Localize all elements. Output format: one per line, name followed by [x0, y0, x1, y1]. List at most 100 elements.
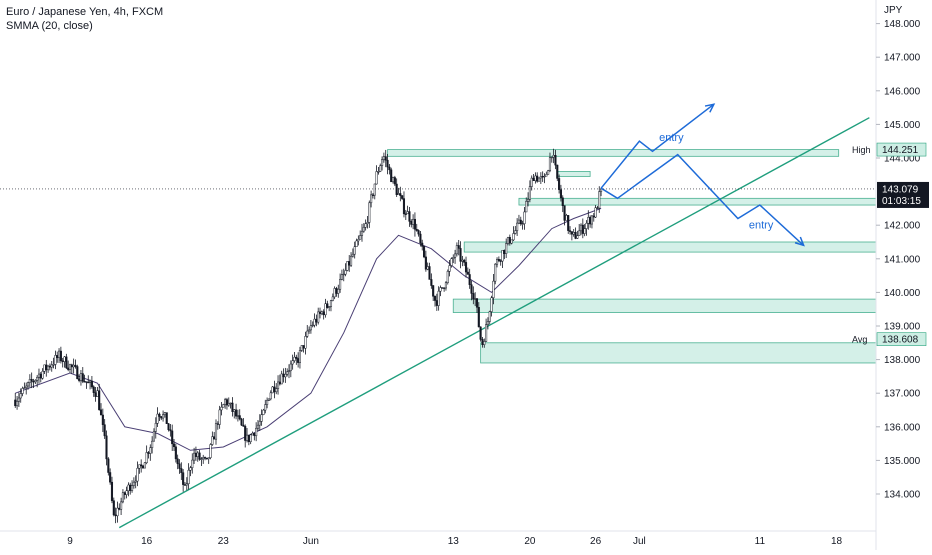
candle-103: [202, 454, 205, 464]
candle-188: [357, 235, 360, 246]
candle-body: [169, 429, 172, 432]
candle-298: [558, 174, 561, 194]
candle-13: [37, 368, 41, 384]
candle-131: [253, 432, 256, 441]
candle-body: [570, 231, 573, 235]
candle-body: [486, 321, 489, 325]
candle-body: [463, 259, 466, 263]
candle-body: [435, 300, 438, 306]
candle-2: [17, 392, 20, 407]
candle-body: [443, 287, 446, 289]
level-name-1: Avg: [852, 335, 867, 345]
candle-121: [235, 403, 238, 420]
candle-body: [110, 481, 114, 501]
candle-body: [357, 238, 360, 242]
candle-body: [298, 350, 301, 363]
candle-body: [242, 424, 245, 427]
candle-body: [446, 271, 449, 283]
candle-body: [475, 298, 479, 308]
candle-307: [574, 227, 577, 240]
candle-body: [178, 463, 181, 469]
candle-body: [187, 469, 190, 484]
candle-309: [578, 223, 581, 236]
candle-173: [329, 299, 333, 312]
candle-body: [101, 414, 104, 425]
candle-304: [569, 226, 572, 235]
candle-body: [269, 392, 272, 400]
candle-283: [530, 175, 533, 191]
candle-body: [160, 416, 163, 419]
candle-body: [346, 261, 349, 271]
candle-body: [76, 366, 79, 380]
candle-body: [280, 373, 283, 385]
candle-body: [59, 350, 62, 362]
candle-body: [125, 490, 128, 495]
candle-body: [222, 404, 225, 408]
zones: [387, 149, 877, 364]
candle-body: [598, 191, 601, 209]
candle-body: [355, 240, 358, 247]
candle-body: [342, 273, 345, 276]
candle-body: [426, 266, 429, 270]
candle-body: [470, 284, 473, 294]
candle-body: [382, 156, 385, 160]
candle-body: [85, 381, 88, 383]
candle-109: [213, 432, 216, 440]
candle-24: [58, 348, 61, 363]
candle-body: [386, 159, 389, 168]
candle-body: [149, 447, 152, 454]
candle-58: [120, 497, 123, 515]
candle-144: [277, 375, 280, 395]
candle-body: [479, 326, 482, 340]
candle-219: [413, 212, 416, 237]
candle-body: [143, 462, 146, 469]
candle-body: [318, 311, 322, 314]
time-tick-label: 11: [755, 536, 766, 547]
candle-body: [537, 177, 541, 182]
candle-body: [56, 355, 59, 358]
candle-66: [134, 475, 137, 489]
candle-135: [260, 409, 263, 426]
candle-body: [74, 364, 77, 367]
candle-61: [125, 486, 128, 499]
candle-body: [47, 365, 50, 371]
candle-80: [160, 415, 163, 421]
scenario-arrows: entry entry: [600, 103, 805, 247]
candle-289: [541, 171, 544, 182]
candle-96: [189, 465, 192, 477]
candle-body: [293, 356, 296, 361]
candle-body: [171, 430, 174, 445]
candle-242: [455, 242, 458, 257]
candle-body: [527, 199, 530, 202]
level-value-0: 144.251: [882, 145, 919, 156]
candle-body: [247, 434, 250, 442]
candle-body: [505, 243, 508, 254]
candle-187: [355, 238, 358, 247]
candle-body: [485, 324, 488, 342]
candle-body: [381, 159, 384, 166]
candle-266: [499, 259, 502, 266]
candle-body: [474, 298, 477, 300]
candle-body: [572, 232, 575, 235]
candle-body: [132, 481, 135, 486]
candle-259: [486, 317, 489, 330]
candle-body: [147, 452, 150, 454]
candle-body: [240, 418, 243, 426]
candle-245: [461, 255, 464, 267]
candle-body: [275, 388, 278, 393]
candle-body: [220, 406, 223, 411]
time-tick-label: 9: [67, 536, 73, 547]
candle-31: [70, 363, 73, 374]
candle-body: [512, 233, 515, 241]
candle-body: [207, 457, 210, 460]
candle-132: [255, 422, 258, 442]
candle-182: [346, 261, 349, 272]
candle-262: [492, 273, 495, 305]
candle-body: [297, 358, 300, 363]
candle-286: [536, 172, 539, 183]
candle-251: [472, 286, 475, 305]
candle-55: [114, 507, 117, 524]
candle-157: [300, 345, 303, 352]
